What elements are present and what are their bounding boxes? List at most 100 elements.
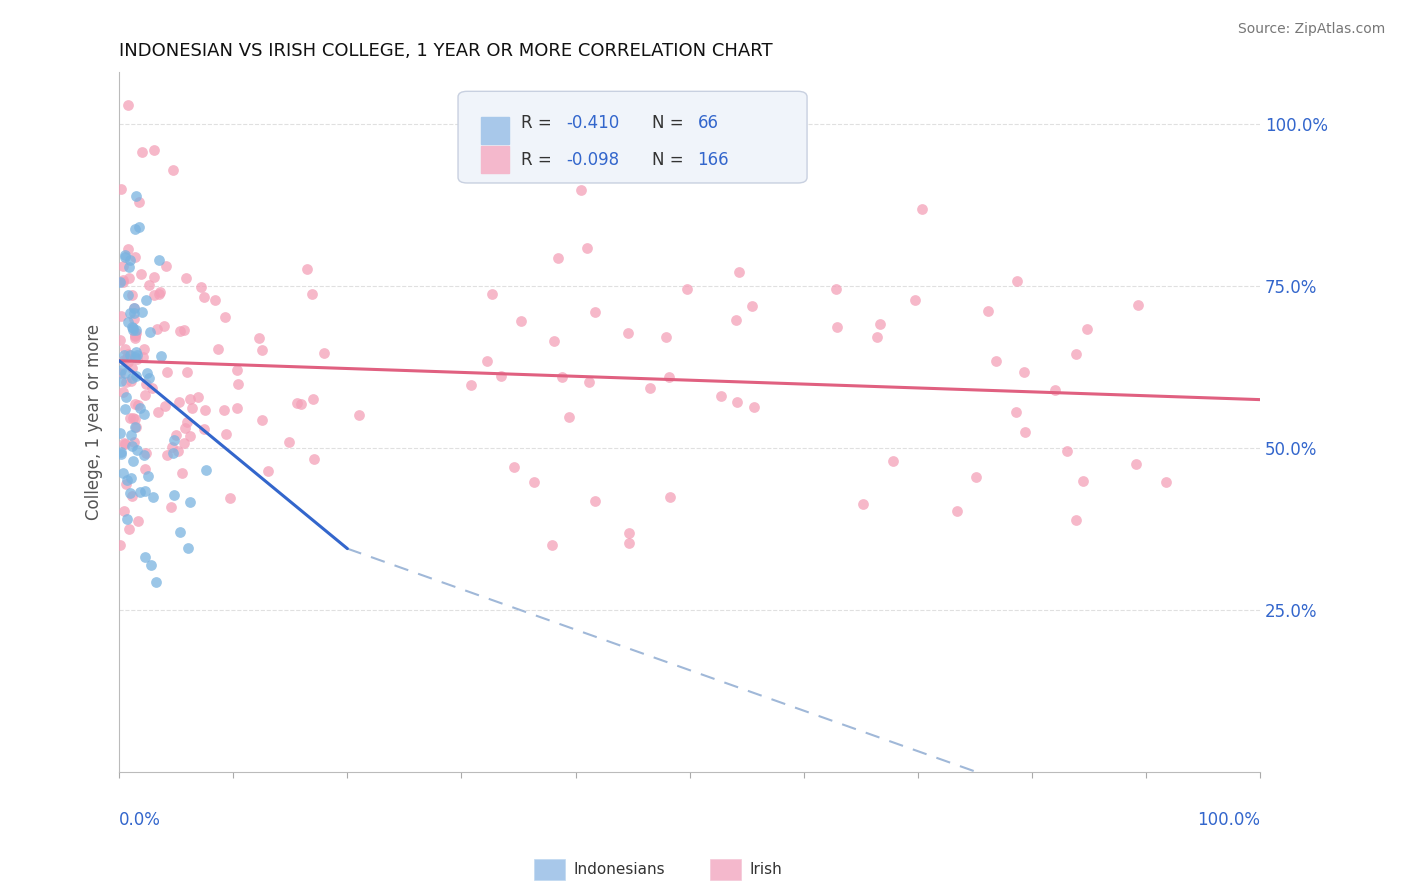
Point — [638, 381, 661, 395]
Point — [142, 490, 165, 504]
Text: -0.098: -0.098 — [567, 151, 620, 169]
Point — [125, 420, 148, 434]
Point — [110, 363, 132, 377]
Point — [125, 326, 148, 340]
Text: Source: ZipAtlas.com: Source: ZipAtlas.com — [1237, 22, 1385, 37]
Point — [112, 503, 135, 517]
Point — [1156, 475, 1178, 489]
Point — [132, 448, 155, 462]
Point — [946, 504, 969, 518]
Point — [250, 413, 273, 427]
Point — [110, 425, 132, 440]
Point — [219, 491, 242, 505]
Point — [215, 427, 238, 442]
Point — [121, 470, 143, 484]
Point — [127, 442, 149, 457]
Point — [509, 314, 531, 328]
Point — [110, 182, 132, 196]
Point — [977, 304, 1000, 318]
Point — [1005, 274, 1028, 288]
Point — [193, 422, 215, 436]
Point — [118, 271, 141, 285]
Point — [110, 276, 132, 290]
Point — [160, 440, 183, 454]
Point — [149, 349, 172, 363]
Point — [301, 286, 323, 301]
Point — [911, 202, 934, 216]
Point — [121, 439, 143, 453]
Point — [1066, 347, 1088, 361]
Point — [135, 446, 157, 460]
Point — [118, 306, 141, 320]
Point — [149, 285, 172, 299]
Point — [136, 366, 159, 380]
Point — [110, 447, 132, 461]
Point — [179, 392, 201, 406]
Point — [676, 282, 699, 296]
Text: R =: R = — [520, 113, 557, 132]
Point — [136, 468, 159, 483]
Point — [225, 362, 247, 376]
Point — [475, 354, 498, 368]
Point — [207, 343, 229, 357]
Point — [984, 354, 1007, 368]
Point — [551, 369, 574, 384]
Point — [110, 333, 132, 347]
Point — [121, 371, 143, 385]
Point — [176, 415, 198, 429]
Text: Indonesians: Indonesians — [574, 863, 665, 877]
Point — [583, 494, 606, 508]
Point — [134, 388, 156, 402]
Point — [121, 361, 143, 376]
Point — [558, 410, 581, 425]
Point — [115, 512, 138, 526]
Point — [132, 342, 155, 356]
Text: 0.0%: 0.0% — [120, 811, 162, 829]
Point — [110, 309, 132, 323]
Point — [120, 348, 142, 362]
Point — [1125, 458, 1147, 472]
Point — [121, 320, 143, 334]
Text: INDONESIAN VS IRISH COLLEGE, 1 YEAR OR MORE CORRELATION CHART: INDONESIAN VS IRISH COLLEGE, 1 YEAR OR M… — [120, 42, 773, 60]
Point — [166, 443, 188, 458]
Point — [882, 454, 904, 468]
Point — [122, 305, 145, 319]
Point — [167, 395, 190, 409]
Point — [111, 466, 134, 480]
Point — [110, 445, 132, 459]
Point — [139, 325, 162, 339]
Point — [121, 489, 143, 503]
Point — [569, 183, 592, 197]
Point — [304, 451, 326, 466]
Point — [655, 330, 678, 344]
Point — [125, 188, 148, 202]
Point — [127, 351, 149, 366]
Point — [122, 411, 145, 425]
Point — [852, 497, 875, 511]
Point — [1076, 322, 1098, 336]
Point — [124, 412, 146, 426]
Point — [128, 194, 150, 209]
Point — [115, 351, 138, 366]
Point — [710, 389, 733, 403]
Point — [117, 315, 139, 329]
Point — [658, 370, 681, 384]
Point — [143, 288, 166, 302]
Point — [124, 350, 146, 364]
Point — [481, 286, 503, 301]
Y-axis label: College, 1 year or more: College, 1 year or more — [86, 324, 103, 520]
Point — [866, 330, 889, 344]
Point — [256, 464, 278, 478]
Point — [128, 401, 150, 416]
Point — [114, 437, 136, 451]
Point — [172, 467, 194, 481]
Point — [869, 317, 891, 331]
Point — [741, 299, 763, 313]
Point — [314, 346, 336, 360]
Point — [583, 305, 606, 319]
Point — [226, 401, 249, 416]
Point — [124, 301, 146, 315]
Point — [117, 355, 139, 369]
Point — [727, 265, 749, 279]
Point — [163, 433, 186, 447]
